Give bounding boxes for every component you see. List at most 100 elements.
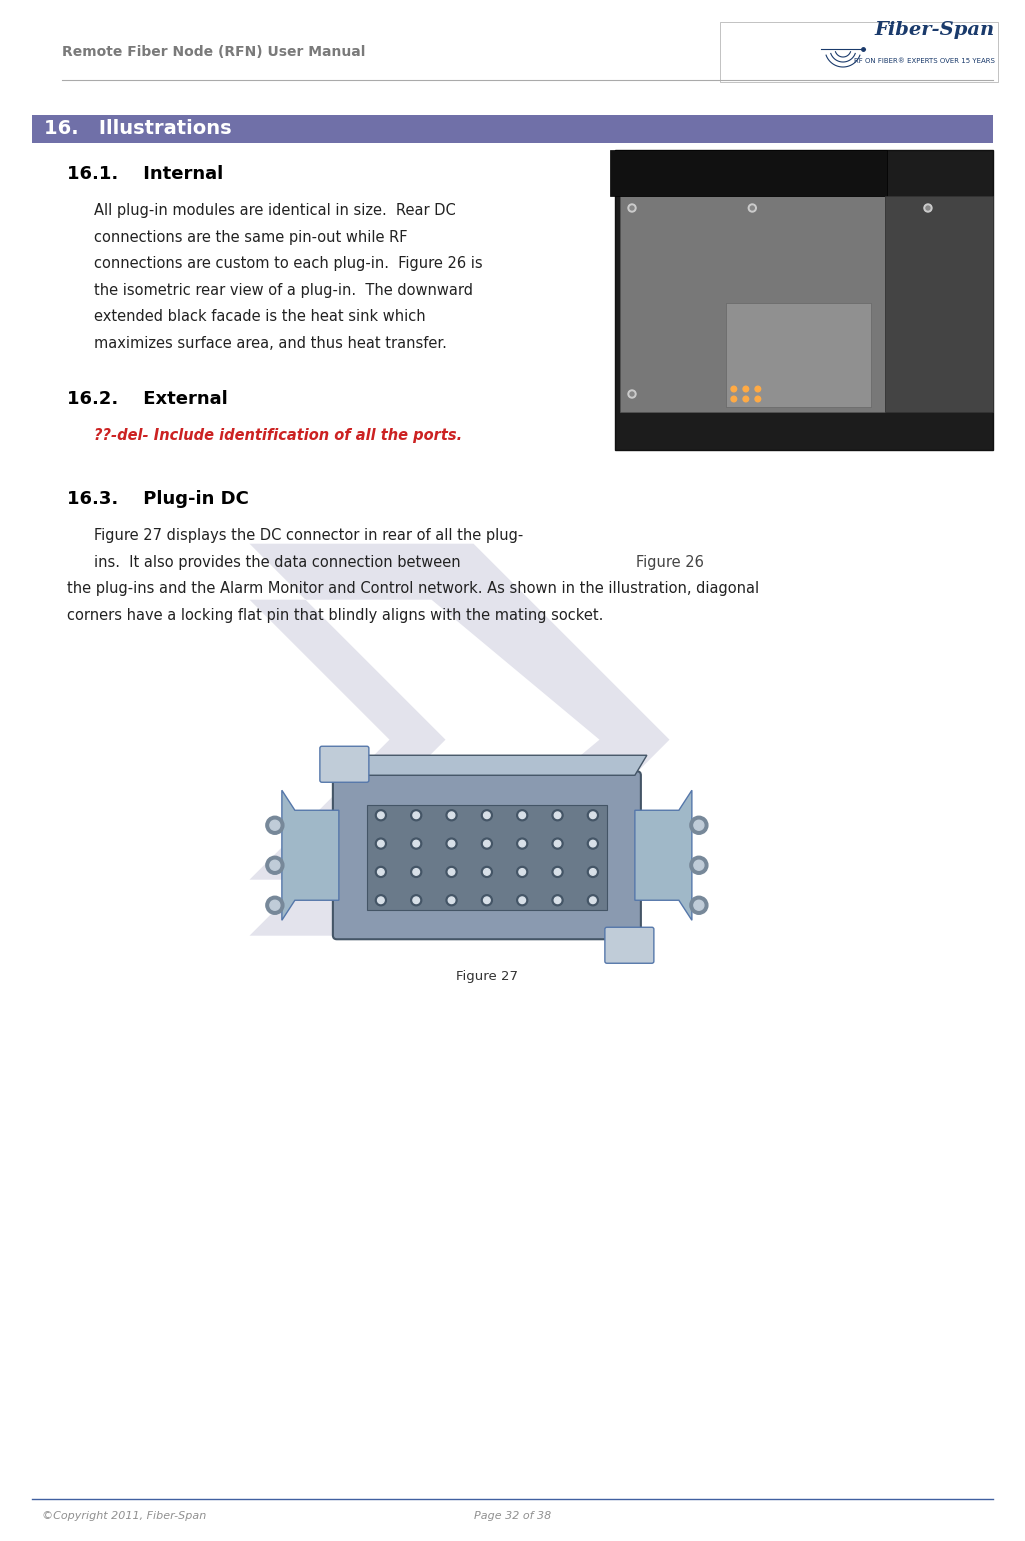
- Text: 16.1.    Internal: 16.1. Internal: [67, 165, 223, 183]
- Bar: [620, 196, 885, 411]
- Text: Remote Fiber Node (RFN) User Manual: Remote Fiber Node (RFN) User Manual: [62, 45, 365, 59]
- Circle shape: [552, 838, 563, 849]
- Circle shape: [413, 897, 419, 903]
- Text: 16.   Illustrations: 16. Illustrations: [44, 120, 232, 139]
- Circle shape: [755, 396, 761, 402]
- Circle shape: [413, 840, 419, 848]
- Circle shape: [517, 895, 528, 906]
- Bar: [726, 304, 871, 407]
- Circle shape: [413, 812, 419, 818]
- Circle shape: [484, 869, 490, 875]
- Text: ??-del- Include identification of all the ports.: ??-del- Include identification of all th…: [94, 428, 462, 442]
- Circle shape: [265, 857, 284, 874]
- Circle shape: [755, 387, 761, 391]
- Text: the plug-ins and the Alarm Monitor and Control network. As shown in the illustra: the plug-ins and the Alarm Monitor and C…: [67, 581, 760, 596]
- Circle shape: [411, 895, 421, 906]
- Text: RF ON FIBER® EXPERTS OVER 15 YEARS: RF ON FIBER® EXPERTS OVER 15 YEARS: [854, 59, 995, 65]
- Circle shape: [589, 812, 597, 818]
- Bar: [720, 22, 998, 82]
- Circle shape: [690, 857, 708, 874]
- Circle shape: [743, 387, 748, 391]
- Circle shape: [690, 897, 708, 914]
- Circle shape: [924, 203, 932, 213]
- Circle shape: [413, 869, 419, 875]
- Circle shape: [446, 838, 457, 849]
- Text: 16.2.    External: 16.2. External: [67, 390, 228, 408]
- Circle shape: [482, 838, 492, 849]
- Circle shape: [484, 840, 490, 848]
- Circle shape: [552, 809, 563, 821]
- Circle shape: [519, 840, 526, 848]
- Circle shape: [375, 809, 386, 821]
- Circle shape: [555, 840, 561, 848]
- Circle shape: [265, 817, 284, 834]
- Text: Page 32 of 38: Page 32 of 38: [474, 1512, 551, 1521]
- Circle shape: [589, 897, 597, 903]
- Circle shape: [484, 812, 490, 818]
- Circle shape: [375, 866, 386, 877]
- Circle shape: [587, 838, 599, 849]
- Circle shape: [446, 809, 457, 821]
- Circle shape: [750, 206, 754, 210]
- Text: Figure 27 displays the DC connector in rear of all the plug-: Figure 27 displays the DC connector in r…: [94, 529, 523, 542]
- Circle shape: [587, 866, 599, 877]
- Circle shape: [517, 838, 528, 849]
- Circle shape: [411, 809, 421, 821]
- Text: connections are custom to each plug-in.  Figure 26 is: connections are custom to each plug-in. …: [94, 256, 483, 271]
- Text: ins.  It also provides the data connection between: ins. It also provides the data connectio…: [94, 555, 460, 570]
- Circle shape: [555, 869, 561, 875]
- Circle shape: [448, 840, 455, 848]
- FancyBboxPatch shape: [320, 746, 369, 783]
- Circle shape: [519, 869, 526, 875]
- Circle shape: [265, 897, 284, 914]
- Circle shape: [589, 840, 597, 848]
- FancyBboxPatch shape: [605, 928, 654, 963]
- Circle shape: [589, 869, 597, 875]
- Bar: [885, 196, 993, 411]
- Circle shape: [446, 866, 457, 877]
- Bar: [32, 116, 993, 143]
- Text: corners have a locking flat pin that blindly aligns with the mating socket.: corners have a locking flat pin that bli…: [67, 607, 604, 623]
- Text: ©Copyright 2011, Fiber-Span: ©Copyright 2011, Fiber-Span: [42, 1512, 206, 1521]
- Polygon shape: [348, 755, 647, 775]
- Circle shape: [628, 203, 636, 213]
- Circle shape: [519, 812, 526, 818]
- Circle shape: [482, 809, 492, 821]
- Circle shape: [484, 897, 490, 903]
- Bar: [610, 149, 887, 196]
- Circle shape: [743, 396, 748, 402]
- Circle shape: [377, 897, 384, 903]
- Circle shape: [270, 900, 280, 911]
- Circle shape: [270, 820, 280, 831]
- Circle shape: [555, 897, 561, 903]
- Text: maximizes surface area, and thus heat transfer.: maximizes surface area, and thus heat tr…: [94, 336, 447, 350]
- Circle shape: [748, 203, 756, 213]
- Circle shape: [448, 869, 455, 875]
- Circle shape: [926, 206, 930, 210]
- Circle shape: [628, 390, 636, 398]
- Circle shape: [377, 869, 384, 875]
- Circle shape: [411, 866, 421, 877]
- Text: Fiber-Span: Fiber-Span: [875, 22, 995, 39]
- Circle shape: [375, 895, 386, 906]
- Circle shape: [555, 812, 561, 818]
- Circle shape: [448, 812, 455, 818]
- Circle shape: [517, 809, 528, 821]
- FancyBboxPatch shape: [333, 770, 641, 940]
- Circle shape: [375, 838, 386, 849]
- Circle shape: [587, 809, 599, 821]
- PathPatch shape: [249, 544, 669, 935]
- Text: 16.3.    Plug-in DC: 16.3. Plug-in DC: [67, 490, 249, 509]
- Circle shape: [377, 840, 384, 848]
- Circle shape: [482, 866, 492, 877]
- Text: Figure 26: Figure 26: [636, 555, 703, 570]
- Circle shape: [377, 812, 384, 818]
- Circle shape: [731, 396, 737, 402]
- Text: Figure 27: Figure 27: [456, 971, 518, 983]
- Circle shape: [552, 895, 563, 906]
- Circle shape: [482, 895, 492, 906]
- Circle shape: [519, 897, 526, 903]
- Text: connections are the same pin-out while RF: connections are the same pin-out while R…: [94, 230, 408, 245]
- Bar: [615, 149, 993, 450]
- Text: All plug-in modules are identical in size.  Rear DC: All plug-in modules are identical in siz…: [94, 203, 456, 217]
